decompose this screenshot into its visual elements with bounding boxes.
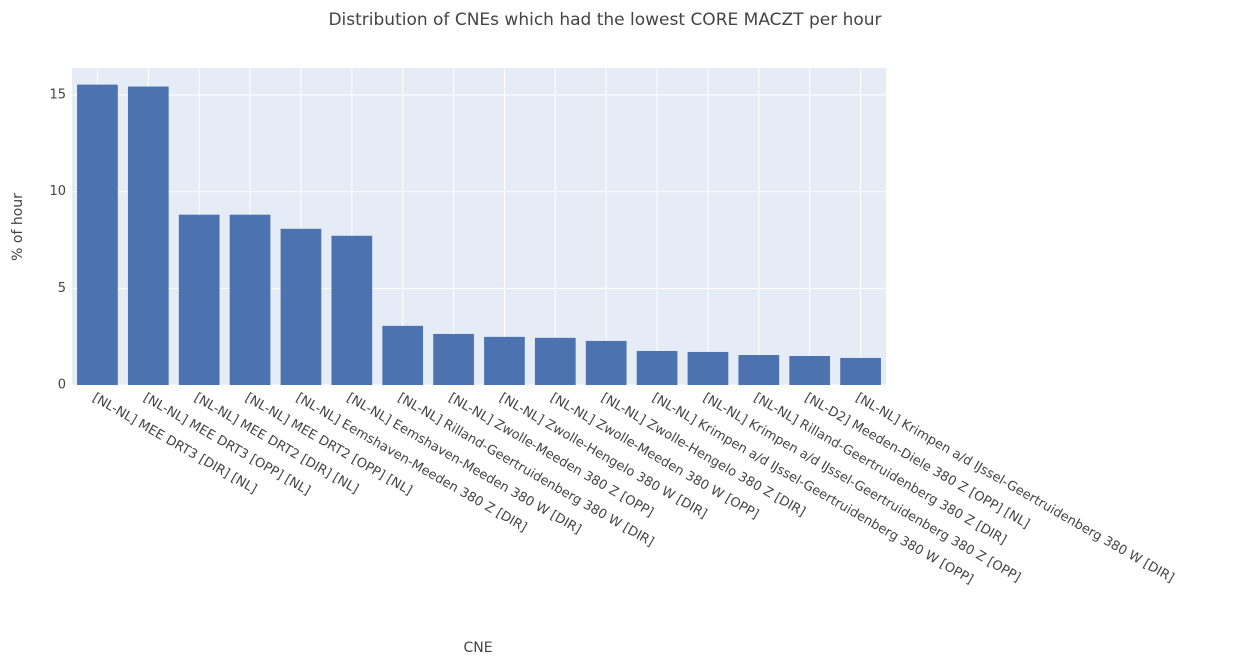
- bar: [789, 356, 831, 385]
- bar: [433, 333, 474, 385]
- bar: [178, 214, 220, 385]
- bar: [229, 214, 271, 385]
- bar: [484, 336, 525, 385]
- bar: [127, 86, 169, 386]
- bar: [636, 350, 678, 385]
- y-tick-label: 10: [49, 184, 66, 199]
- x-axis-label: CNE: [463, 640, 492, 656]
- bar: [738, 355, 780, 385]
- y-tick-label: 0: [58, 378, 66, 393]
- bar: [382, 325, 424, 385]
- bar: [840, 357, 881, 385]
- bar: [585, 340, 627, 385]
- y-tick-label: 15: [49, 88, 66, 103]
- bar: [534, 337, 576, 385]
- bar: [687, 351, 729, 385]
- bar: [331, 235, 373, 385]
- chart-title: Distribution of CNEs which had the lowes…: [328, 10, 881, 30]
- bar: [77, 84, 118, 385]
- y-axis-label: % of hour: [10, 193, 26, 261]
- y-tick-label: 5: [58, 281, 66, 296]
- bar: [280, 228, 322, 385]
